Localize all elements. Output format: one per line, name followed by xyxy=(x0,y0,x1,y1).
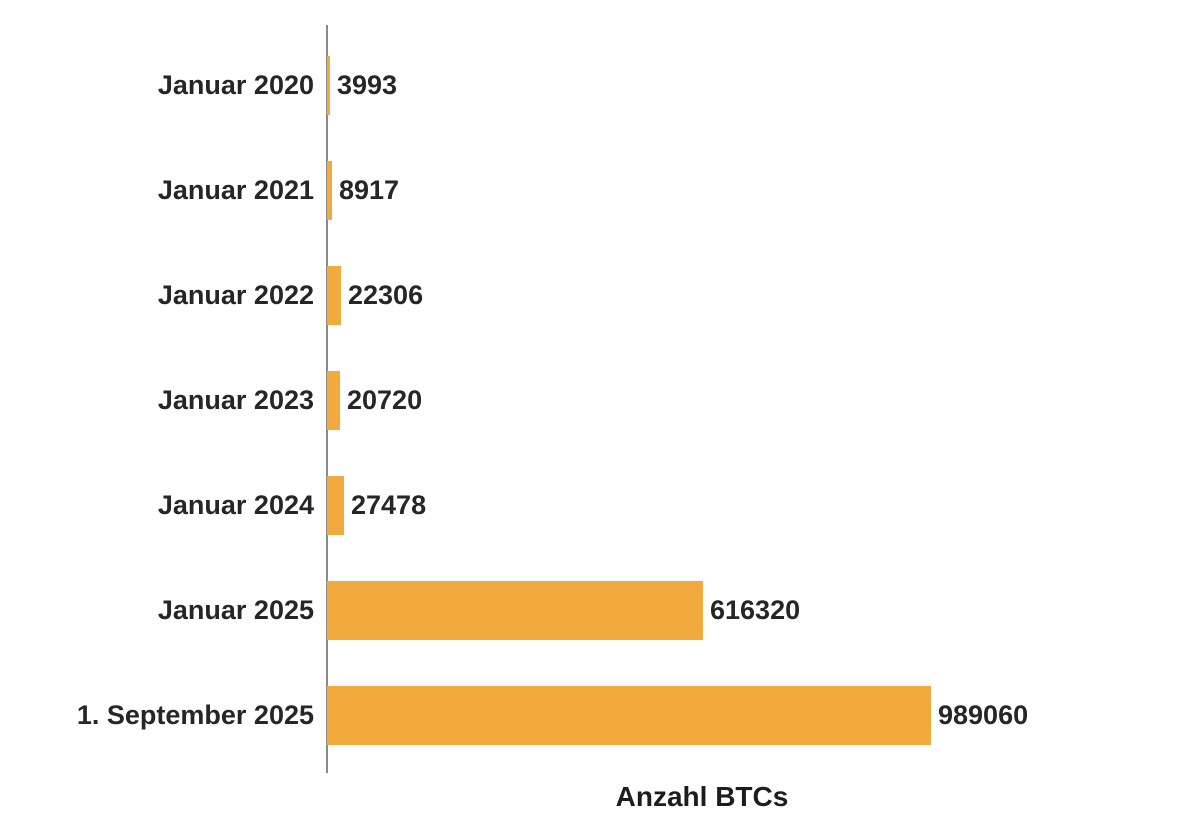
bar-area: 616320 xyxy=(327,558,1200,663)
value-label: 27478 xyxy=(351,490,427,520)
chart-row: Januar 2021 8917 xyxy=(0,138,1200,243)
category-label: 1. September 2025 xyxy=(76,700,314,730)
category-label: Januar 2022 xyxy=(157,280,314,310)
bar-rows: Januar 2020 3993 Januar 2021 8917 Januar… xyxy=(0,33,1200,768)
value-label: 616320 xyxy=(710,595,801,625)
chart-row: Januar 2024 27478 xyxy=(0,453,1200,558)
x-axis-title: Anzahl BTCs xyxy=(615,781,789,812)
chart-row: Januar 2025 616320 xyxy=(0,558,1200,663)
category-label: Januar 2024 xyxy=(157,490,314,520)
value-label: 20720 xyxy=(347,385,423,415)
value-label: 22306 xyxy=(348,280,424,310)
bar-area: 3993 xyxy=(327,33,1200,138)
chart-row: Januar 2023 20720 xyxy=(0,348,1200,453)
bar xyxy=(327,56,330,115)
value-label: 8917 xyxy=(339,175,400,205)
bar-area: 22306 xyxy=(327,243,1200,348)
value-label: 3993 xyxy=(337,70,398,100)
category-label: Januar 2021 xyxy=(157,175,314,205)
bar xyxy=(327,476,344,535)
chart-row: Januar 2020 3993 xyxy=(0,33,1200,138)
category-label: Januar 2020 xyxy=(157,70,314,100)
value-label: 989060 xyxy=(938,700,1029,730)
bar xyxy=(327,371,340,430)
bar-area: 989060 xyxy=(327,663,1200,768)
bar xyxy=(327,581,703,640)
bar xyxy=(327,161,332,220)
bar xyxy=(327,686,931,745)
category-label: Januar 2023 xyxy=(157,385,314,415)
bar xyxy=(327,266,341,325)
category-label: Januar 2025 xyxy=(157,595,314,625)
bar-area: 27478 xyxy=(327,453,1200,558)
chart-row: Januar 2022 22306 xyxy=(0,243,1200,348)
chart-row: 1. September 2025 989060 xyxy=(0,663,1200,768)
bar-area: 8917 xyxy=(327,138,1200,243)
bar-area: 20720 xyxy=(327,348,1200,453)
